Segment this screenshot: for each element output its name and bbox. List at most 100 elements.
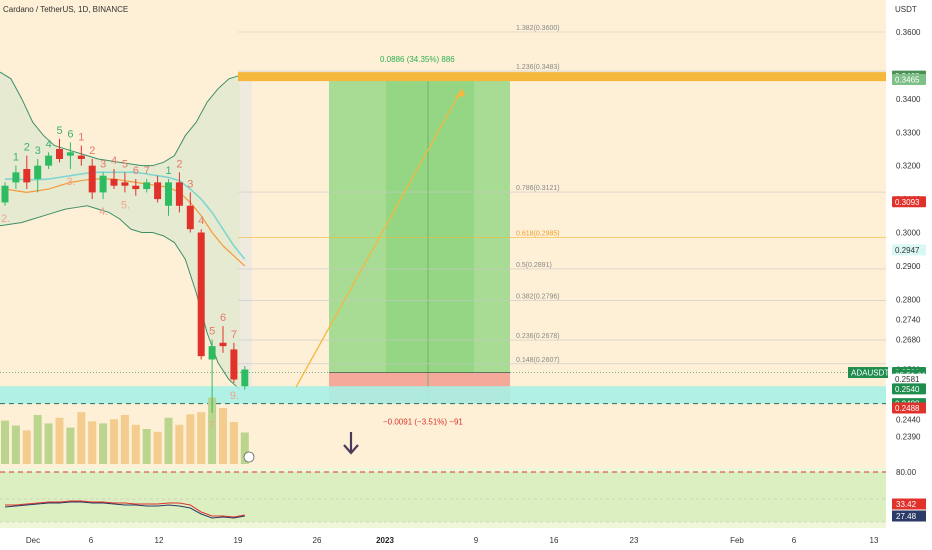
volume-bar-10 — [110, 419, 118, 464]
candle-body-6 — [66, 152, 74, 156]
candle-body-15 — [165, 182, 172, 206]
down-arrow-icon — [343, 432, 359, 455]
flash-icon — [243, 451, 255, 463]
volume-bar-22 — [240, 432, 249, 464]
price-badge-1: 0.3465 — [895, 75, 920, 84]
td-count-down-8: 3 — [187, 178, 193, 190]
loss-label: −0.0091 (−3.51%) −91 — [383, 418, 463, 427]
volume-bar-2 — [22, 430, 31, 464]
time-tick-4: 26 — [313, 536, 322, 545]
volume-bar-5 — [55, 417, 64, 464]
td-count-up-1: 2 — [24, 142, 30, 154]
price-scale-background — [886, 0, 932, 550]
candle-body-22 — [241, 369, 249, 387]
candle-body-19 — [208, 346, 216, 360]
price-badge-bg-6 — [892, 373, 926, 385]
candle-body-12 — [132, 185, 140, 190]
fib-label-0: 1.382(0.3600) — [516, 25, 560, 32]
td-setup-2: 4. — [99, 206, 108, 218]
td-count-down-11: 6 — [220, 312, 226, 324]
time-tick-7: 16 — [550, 536, 559, 545]
symbol-tag: ADAUSDT — [851, 369, 889, 378]
price-badge-6: 0.2581 — [895, 375, 920, 384]
candle-body-7 — [77, 155, 85, 159]
candle-body-21 — [230, 349, 238, 380]
td-count-down-5: 6 — [133, 165, 139, 177]
volume-bar-7 — [77, 412, 86, 464]
price-tick-1: 0.3400 — [896, 95, 921, 104]
td-count-down-12: 7 — [231, 329, 237, 341]
fib-label-7: 0.148(0.2607) — [516, 357, 560, 364]
indicator-tick-upper: 80.00 — [896, 468, 917, 477]
volume-bar-21 — [229, 422, 238, 464]
price-tick-0: 0.3600 — [896, 28, 921, 37]
time-tick-8: 23 — [630, 536, 639, 545]
td-count-down-4: 5 — [122, 158, 128, 170]
price-badge-bg-9 — [892, 402, 926, 414]
fib-label-1: 1.236(0.3483) — [516, 64, 560, 71]
time-tick-0: Dec — [26, 536, 40, 545]
candle-body-16 — [175, 182, 183, 206]
profit-zone — [329, 76, 510, 373]
time-tick-10: 6 — [792, 536, 797, 545]
indicator-badge-bg-1 — [892, 510, 926, 522]
volume-bar-18 — [197, 412, 206, 464]
fib-label-5: 0.382(0.2796) — [516, 294, 560, 301]
band-upper-line — [0, 71, 240, 167]
td-count-up-6: 1 — [166, 165, 172, 177]
price-badge-bg-1 — [892, 73, 926, 85]
volume-bar-11 — [120, 415, 129, 464]
td-count-down-0: 1 — [78, 132, 84, 144]
td-count-up-4: 5 — [57, 125, 63, 137]
indicator-badge-bg-0 — [892, 498, 926, 510]
td-count-down-10: 5 — [209, 325, 215, 337]
price-tick-7: 0.2800 — [896, 295, 921, 304]
candle-body-8 — [88, 165, 96, 193]
chart-title: Cardano / TetherUS, 1D, BINANCE — [3, 5, 129, 14]
price-badge-3: 0.2947 — [895, 246, 920, 255]
td-count-up-2: 3 — [35, 145, 41, 157]
td-count-down-2: 3 — [100, 158, 106, 170]
price-badge-bg-7 — [892, 383, 926, 395]
candle-body-9 — [99, 175, 107, 193]
candle-body-2 — [23, 169, 31, 183]
candle-body-14 — [154, 182, 162, 200]
td-count-up-3: 4 — [46, 138, 52, 150]
time-tick-2: 12 — [155, 536, 164, 545]
td-setup-0: 2. — [1, 213, 10, 225]
price-tick-11: 0.2440 — [896, 416, 921, 425]
volume-bar-1 — [11, 425, 20, 464]
candle-body-4 — [45, 155, 53, 166]
candle-body-0 — [1, 185, 9, 203]
price-tick-8: 0.2740 — [896, 315, 921, 324]
fib-label-3: 0.618(0.2985) — [516, 231, 560, 238]
volume-bar-9 — [99, 423, 108, 464]
candle-body-13 — [143, 182, 151, 190]
volume-bar-8 — [88, 421, 97, 464]
td-setup-3: 5. — [121, 199, 130, 211]
td-setup-5: 9. — [230, 390, 239, 402]
candle-body-20 — [219, 342, 227, 347]
td-count-down-6: 7 — [144, 165, 150, 177]
candle-body-18 — [197, 232, 205, 357]
fib-label-2: 0.786(0.3121) — [516, 185, 560, 192]
time-tick-5: 2023 — [376, 536, 394, 545]
fib-label-4: 0.5(0.2891) — [516, 262, 552, 269]
target-band — [238, 72, 886, 82]
projection-arrowhead — [455, 88, 465, 98]
price-tick-6: 0.2900 — [896, 262, 921, 271]
candle-body-11 — [121, 182, 129, 186]
indicator-line-main — [4, 501, 245, 519]
stop-band — [0, 386, 886, 404]
price-tick-2: 0.3300 — [896, 128, 921, 137]
volume-bar-0 — [1, 420, 9, 464]
indicator-line-signal — [5, 500, 245, 518]
time-scale-background — [0, 528, 886, 550]
time-tick-6: 9 — [474, 536, 479, 545]
volume-bar-4 — [44, 423, 53, 464]
price-badge-bg-3 — [892, 244, 926, 256]
td-setup-1: 3. — [66, 176, 75, 188]
price-badge-7: 0.2540 — [895, 385, 920, 394]
